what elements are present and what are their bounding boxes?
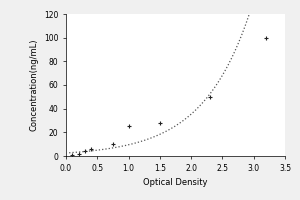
Y-axis label: Concentration(ng/mL): Concentration(ng/mL) [29,39,38,131]
X-axis label: Optical Density: Optical Density [143,178,208,187]
